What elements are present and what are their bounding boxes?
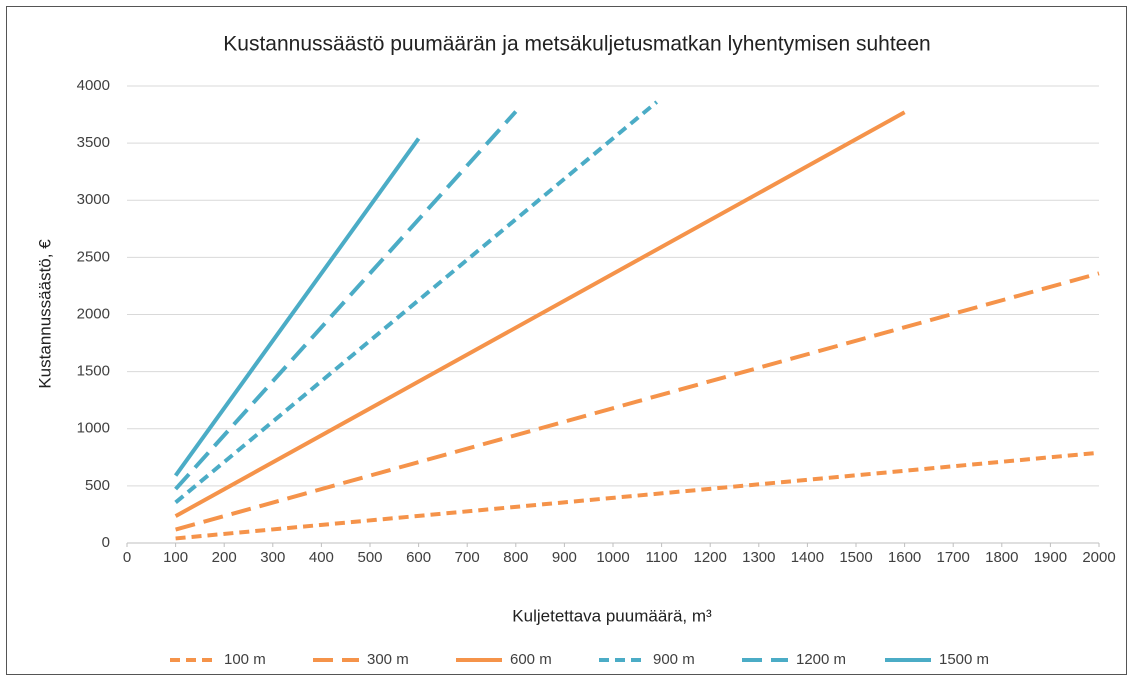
y-tick-label: 3000 (77, 191, 110, 208)
x-tick-label: 1000 (596, 549, 629, 566)
legend-label: 300 m (367, 651, 409, 668)
series-line (175, 271, 1100, 532)
x-tick-label: 1700 (937, 549, 970, 566)
y-tick-label: 3500 (77, 134, 110, 151)
x-tick-label: 300 (260, 549, 285, 566)
x-tick-label: 200 (212, 549, 237, 566)
x-tick-label: 1600 (888, 549, 921, 566)
x-tick-label: 1400 (791, 549, 824, 566)
x-tick-label: 1800 (985, 549, 1018, 566)
y-tick-label: 0 (102, 534, 110, 551)
series-line (175, 450, 1100, 541)
x-tick-label: 900 (552, 549, 577, 566)
y-tick-label: 1000 (77, 420, 110, 437)
x-tick-label: 1300 (742, 549, 775, 566)
x-tick-label: 800 (503, 549, 528, 566)
chart-title: Kustannussäästö puumäärän ja metsäkuljet… (223, 33, 930, 56)
series-line (174, 110, 906, 518)
x-tick-label: 600 (406, 549, 431, 566)
series-line (173, 137, 421, 477)
x-axis-label: Kuljetettava puumäärä, m³ (512, 606, 712, 625)
y-tick-label: 2500 (77, 248, 110, 265)
x-tick-label: 0 (123, 549, 131, 566)
y-tick-label: 4000 (77, 77, 110, 94)
chart-frame (6, 6, 1127, 675)
x-tick-label: 400 (309, 549, 334, 566)
legend-label: 100 m (224, 651, 266, 668)
x-tick-label: 1500 (839, 549, 872, 566)
x-tick-label: 100 (163, 549, 188, 566)
series-line (174, 100, 659, 504)
legend-label: 1200 m (796, 651, 846, 668)
legend-label: 1500 m (939, 651, 989, 668)
y-axis-label: Kustannussäästö, € (35, 239, 54, 389)
x-tick-label: 1200 (694, 549, 727, 566)
x-tick-label: 2000 (1082, 549, 1115, 566)
legend-label: 900 m (653, 651, 695, 668)
y-tick-label: 2000 (77, 305, 110, 322)
y-tick-label: 500 (85, 477, 110, 494)
y-tick-label: 1500 (77, 363, 110, 380)
x-tick-label: 1900 (1034, 549, 1067, 566)
x-tick-label: 500 (357, 549, 382, 566)
x-tick-label: 700 (455, 549, 480, 566)
legend-label: 600 m (510, 651, 552, 668)
series-line (174, 110, 518, 491)
x-tick-label: 1100 (645, 549, 677, 566)
